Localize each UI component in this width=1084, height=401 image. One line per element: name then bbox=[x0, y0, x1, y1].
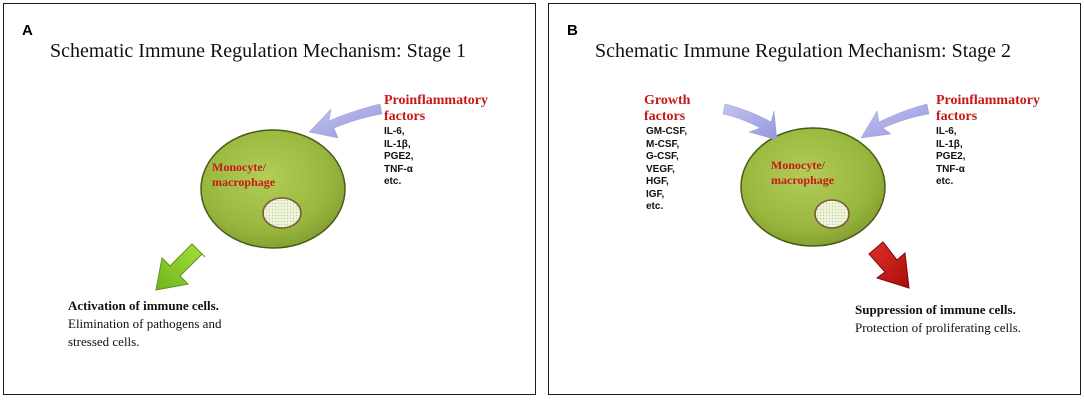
proinflammatory-list: IL-6, IL-1β, PGE2, TNF-α etc. bbox=[936, 126, 965, 189]
outcome-bold: Activation of immune cells. bbox=[68, 298, 219, 313]
outcome-line: Elimination of pathogens and bbox=[68, 316, 222, 331]
factor-item: GM-CSF, bbox=[646, 126, 688, 137]
factor-item: IL-6, bbox=[936, 126, 957, 137]
cell-label: Monocyte/ macrophage bbox=[212, 160, 275, 190]
panel-b-diagram bbox=[722, 103, 930, 289]
factor-item: TNF-α bbox=[936, 163, 965, 175]
cell-label-slash: / bbox=[262, 160, 266, 174]
panel-title: Schematic Immune Regulation Mechanism: S… bbox=[595, 40, 1012, 62]
heading-line: factors bbox=[936, 109, 978, 124]
factor-item: IL-1β, bbox=[936, 138, 963, 150]
factor-item: HGF, bbox=[646, 176, 669, 187]
panel-title: Schematic Immune Regulation Mechanism: S… bbox=[50, 40, 467, 62]
factor-item: TNF-α bbox=[384, 163, 413, 175]
panel-letter: A bbox=[22, 22, 33, 39]
cell-label-main: Monocyte bbox=[771, 158, 822, 172]
factor-item: PGE2, bbox=[936, 151, 966, 162]
proinflammatory-list: IL-6, IL-1β, PGE2, TNF-α etc. bbox=[384, 126, 413, 189]
cell-label-line2: macrophage bbox=[771, 173, 835, 187]
factor-item: IL-1β, bbox=[384, 138, 411, 150]
cell-label: Monocyte/ macrophage bbox=[771, 158, 834, 188]
cell-nucleus bbox=[262, 197, 302, 229]
proinflammatory-input-arrow bbox=[860, 103, 930, 139]
factor-item: PGE2, bbox=[384, 151, 414, 162]
factor-item: VEGF, bbox=[646, 163, 675, 175]
proinflammatory-heading: Proinflammatory factors bbox=[936, 93, 1040, 125]
factor-item: etc. bbox=[384, 176, 402, 187]
outcome-text: Suppression of immune cells. Protection … bbox=[855, 301, 1021, 337]
activation-output-arrow bbox=[155, 243, 206, 291]
factor-item: G-CSF, bbox=[646, 151, 679, 162]
heading-line: factors bbox=[384, 109, 426, 124]
outcome-line: stressed cells. bbox=[68, 334, 140, 349]
suppression-output-arrow bbox=[868, 241, 910, 289]
factor-item: IL-6, bbox=[384, 126, 405, 137]
proinflammatory-input-arrow bbox=[308, 103, 383, 139]
factor-item: IGF, bbox=[646, 188, 665, 200]
cell-body bbox=[200, 129, 346, 249]
heading-line: Proinflammatory bbox=[936, 93, 1040, 108]
growth-input-arrow bbox=[722, 103, 778, 141]
panel-b: B Schematic Immune Regulation Mechanism:… bbox=[548, 3, 1081, 395]
heading-line: factors bbox=[644, 109, 686, 124]
factor-item: etc. bbox=[936, 176, 954, 187]
growth-heading: Growth factors bbox=[644, 93, 690, 125]
factor-item: M-CSF, bbox=[646, 138, 680, 150]
outcome-bold: Suppression of immune cells. bbox=[855, 302, 1016, 317]
cell-label-slash: / bbox=[821, 158, 825, 172]
proinflammatory-heading: Proinflammatory factors bbox=[384, 93, 488, 125]
panel-a-diagram bbox=[155, 103, 383, 291]
outcome-text: Activation of immune cells. Elimination … bbox=[68, 297, 221, 351]
factor-item: etc. bbox=[646, 201, 664, 212]
cell-label-line2: macrophage bbox=[212, 175, 276, 189]
panel-a: A Schematic Immune Regulation Mechanism:… bbox=[3, 3, 536, 395]
panel-letter: B bbox=[567, 22, 578, 39]
outcome-line: Protection of proliferating cells. bbox=[855, 320, 1022, 335]
cell-nucleus bbox=[814, 199, 850, 229]
growth-list: GM-CSF, M-CSF, G-CSF, VEGF, HGF, IGF, et… bbox=[646, 126, 687, 214]
heading-line: Growth bbox=[644, 93, 691, 108]
heading-line: Proinflammatory bbox=[384, 93, 488, 108]
cell-label-main: Monocyte bbox=[212, 160, 263, 174]
